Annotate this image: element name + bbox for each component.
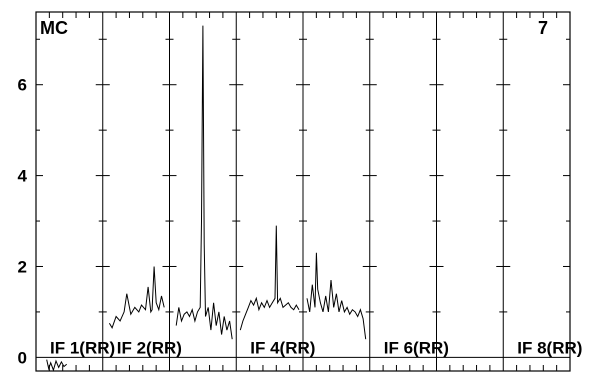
panel-label: IF 6(RR) bbox=[384, 338, 449, 357]
corner-label-right: 7 bbox=[538, 18, 548, 38]
series-line bbox=[239, 225, 300, 331]
series-line bbox=[108, 266, 165, 329]
y-tick-label: 6 bbox=[18, 76, 27, 95]
panel-label: IF 1(RR) bbox=[50, 338, 115, 357]
panel-label: IF 2(RR) bbox=[117, 338, 182, 357]
series-layer bbox=[46, 25, 367, 372]
y-tick-label: 0 bbox=[18, 348, 27, 367]
panel-label: IF 8(RR) bbox=[517, 338, 582, 357]
series-line bbox=[306, 252, 367, 340]
corner-label-left: MC bbox=[40, 18, 68, 38]
label-layer: 0 2 4 6 IF 1(RR) IF 2(RR) IF 4(RR) IF 6(RR) IF 8… bbox=[18, 76, 583, 368]
series-line bbox=[175, 25, 233, 340]
tick-layer bbox=[36, 12, 570, 371]
y-tick-label: 4 bbox=[18, 167, 28, 186]
series-line bbox=[46, 359, 68, 372]
grid-layer bbox=[35, 11, 571, 372]
panel-label: IF 4(RR) bbox=[250, 338, 315, 357]
y-tick-label: 2 bbox=[18, 257, 27, 276]
